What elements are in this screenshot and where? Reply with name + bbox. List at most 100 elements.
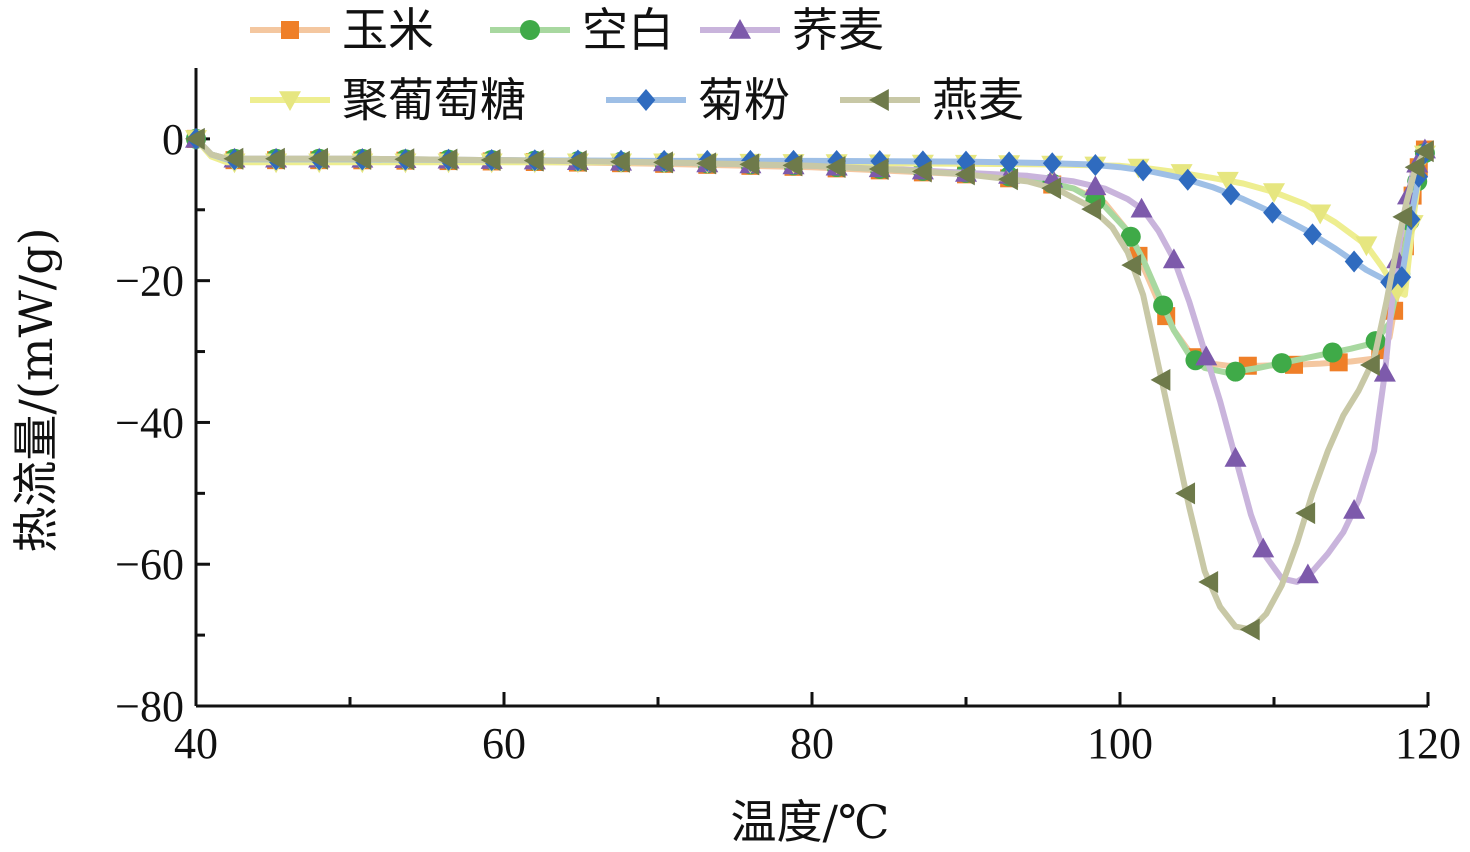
series-marker <box>1170 164 1193 184</box>
series-marker <box>1343 498 1366 519</box>
legend-item: 聚葡萄糖 <box>250 73 526 127</box>
y-tick-label: −40 <box>115 398 184 447</box>
series-marker <box>1344 250 1364 273</box>
series-marker <box>610 150 630 173</box>
y-tick-label: −60 <box>115 540 184 589</box>
series-marker <box>1150 368 1171 391</box>
legend-item: 荞麦 <box>700 3 884 57</box>
legend-swatch-marker <box>869 89 889 111</box>
x-axis-label: 温度/℃ <box>731 795 890 849</box>
series-marker <box>185 127 205 150</box>
series-marker <box>1121 254 1142 277</box>
series-marker <box>1198 570 1219 593</box>
legend-label: 燕麦 <box>932 73 1024 127</box>
series-marker <box>523 149 544 172</box>
legend-label: 菊粉 <box>698 73 790 127</box>
legend-label: 空白 <box>582 3 674 57</box>
x-tick-label: 60 <box>482 719 526 768</box>
legend-swatch-marker <box>636 89 656 111</box>
series-marker <box>1224 446 1247 467</box>
series-marker <box>653 151 673 174</box>
series-marker <box>1413 140 1434 163</box>
legend-label: 荞麦 <box>792 3 884 57</box>
series-6 <box>185 127 1434 641</box>
series-marker <box>1252 537 1275 558</box>
series-marker <box>825 155 846 178</box>
series-marker <box>1086 153 1105 176</box>
series-marker <box>223 147 244 170</box>
series-marker <box>1178 168 1198 191</box>
series-marker <box>868 157 889 180</box>
legend-label: 玉米 <box>342 3 434 57</box>
legend-item: 空白 <box>490 3 674 57</box>
series-3 <box>185 127 1436 585</box>
x-tick-label: 100 <box>1087 719 1153 768</box>
series-marker <box>1041 177 1062 200</box>
series-marker <box>308 147 328 170</box>
legend-item: 菊粉 <box>606 73 790 127</box>
series-marker <box>1392 266 1412 289</box>
series-marker <box>1042 152 1062 175</box>
series-layer <box>185 127 1436 641</box>
y-tick-label: −20 <box>115 257 184 306</box>
series-marker <box>1392 205 1413 228</box>
series-marker <box>1263 183 1285 204</box>
series-marker <box>1355 236 1378 257</box>
series-marker <box>1133 159 1153 182</box>
series-marker <box>1225 361 1246 382</box>
series-line <box>193 135 1431 633</box>
series-marker <box>1309 204 1332 225</box>
series-marker <box>566 150 587 173</box>
series-marker <box>955 163 975 186</box>
series-marker <box>480 149 501 172</box>
y-axis-label: 热流量/(mW/g) <box>9 227 63 552</box>
series-marker <box>1120 226 1141 247</box>
series-marker <box>1239 618 1260 641</box>
series-marker <box>1295 502 1316 525</box>
legend-item: 玉米 <box>250 3 434 57</box>
series-5 <box>186 127 1435 294</box>
series-marker <box>1130 197 1153 218</box>
series-marker <box>1404 156 1425 179</box>
series-marker <box>739 153 760 176</box>
series-marker <box>1195 345 1218 366</box>
series-marker <box>696 152 717 175</box>
x-tick-label: 80 <box>790 719 834 768</box>
series-marker <box>1221 183 1241 206</box>
y-tick-label: −80 <box>115 682 184 731</box>
series-marker <box>999 151 1019 174</box>
series-marker <box>1263 201 1282 224</box>
series-marker <box>351 147 372 170</box>
axes: 40 60 80 100 120 0 −20 −40 −60 −80 <box>115 68 1461 768</box>
series-marker <box>911 160 932 183</box>
series-marker <box>1162 248 1185 269</box>
series-marker <box>1081 198 1102 221</box>
series-marker <box>782 154 803 177</box>
series-marker <box>1296 563 1319 584</box>
series-marker <box>1153 295 1174 316</box>
legend-label: 聚葡萄糖 <box>342 73 526 127</box>
series-marker <box>1303 223 1322 246</box>
series-marker <box>1216 171 1239 192</box>
series-marker <box>1373 361 1396 382</box>
legend-swatch-marker <box>520 20 540 40</box>
series-marker <box>1360 354 1380 377</box>
series-marker <box>998 168 1018 191</box>
series-line <box>193 135 1431 376</box>
series-line <box>193 135 1431 369</box>
series-marker <box>1322 342 1343 363</box>
series-marker <box>1409 165 1429 188</box>
series-marker <box>1271 353 1292 374</box>
legend-swatch-marker <box>279 91 301 111</box>
series-marker <box>1084 175 1107 196</box>
x-tick-label: 120 <box>1395 719 1461 768</box>
series-marker <box>394 148 415 171</box>
series-marker <box>1175 482 1196 505</box>
y-tick-label: 0 <box>162 115 184 164</box>
series-marker <box>437 148 458 171</box>
series-marker <box>265 147 285 170</box>
legend-swatch-marker <box>729 19 751 39</box>
x-tick-label: 40 <box>174 719 218 768</box>
